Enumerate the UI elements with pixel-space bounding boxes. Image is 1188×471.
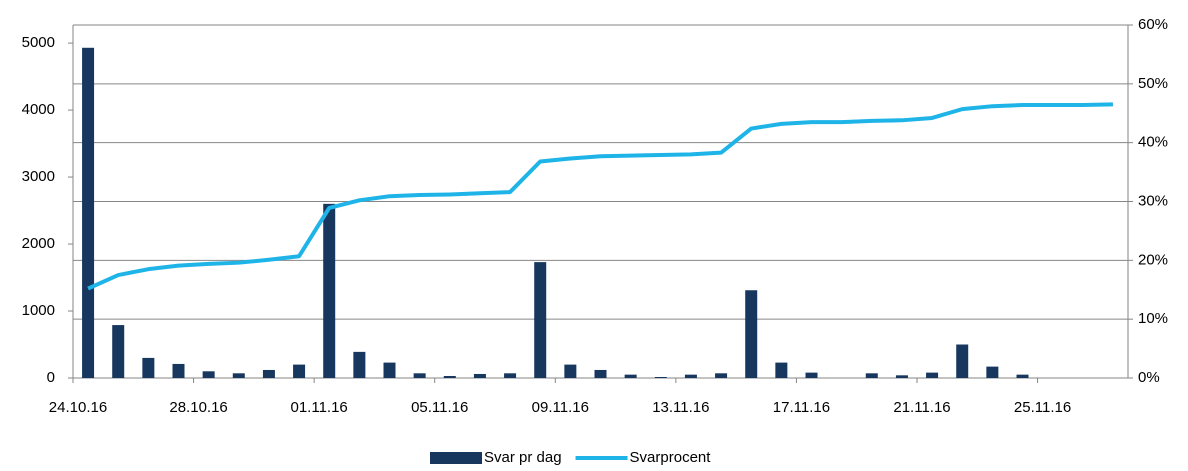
x-tick-label: 01.11.16 [291,399,348,416]
y-tick-label: 0 [47,369,55,386]
bar [353,351,366,378]
bar [82,47,95,378]
bar [805,372,818,378]
legend-swatch [430,452,482,464]
y-tick-label: 1000 [22,302,55,319]
bar [564,364,577,378]
bar [202,371,215,378]
bar [473,373,486,378]
bar [323,203,336,378]
y-tick-label: 3000 [22,168,55,185]
y-tick-label: 5000 [22,34,55,51]
y2-tick-label: 60% [1138,16,1168,33]
x-tick-label: 28.10.16 [169,399,227,416]
bar [383,362,396,378]
bar [715,373,728,378]
y-tick-label: 2000 [22,235,55,252]
y-tick-label: 4000 [22,101,55,118]
bar [142,357,155,378]
bar [112,325,125,378]
bar [172,363,185,378]
y2-tick-label: 30% [1138,192,1168,209]
y2-tick-label: 20% [1138,251,1168,268]
x-tick-label: 21.11.16 [893,399,950,416]
bar [745,290,758,378]
bar [504,373,517,378]
legend-label: Svar pr dag [484,449,562,466]
y2-tick-label: 10% [1138,310,1168,327]
bar [534,262,547,378]
bar [926,372,939,378]
bar [232,373,245,378]
bar [895,375,908,378]
bar [293,364,306,378]
y2-tick-label: 0% [1138,369,1160,386]
x-tick-label: 13.11.16 [652,399,709,416]
bar [956,344,969,378]
y2-tick-label: 50% [1138,75,1168,92]
legend-label: Svarprocent [630,449,712,466]
x-tick-label: 09.11.16 [532,399,589,416]
bar [775,362,788,378]
line [87,102,1113,291]
bar [624,374,637,378]
x-tick-label: 05.11.16 [411,399,468,416]
x-tick-label: 24.10.16 [49,399,107,416]
bar [986,366,999,378]
bar [684,374,697,378]
x-tick-label: 17.11.16 [773,399,830,416]
y2-tick-label: 40% [1138,134,1168,151]
bar [1016,374,1029,378]
bar [413,373,426,378]
x-tick-label: 25.11.16 [1014,399,1071,416]
bar [865,373,878,378]
bar [594,369,607,378]
bar [654,376,667,378]
bar [443,375,456,378]
bar [262,369,275,378]
